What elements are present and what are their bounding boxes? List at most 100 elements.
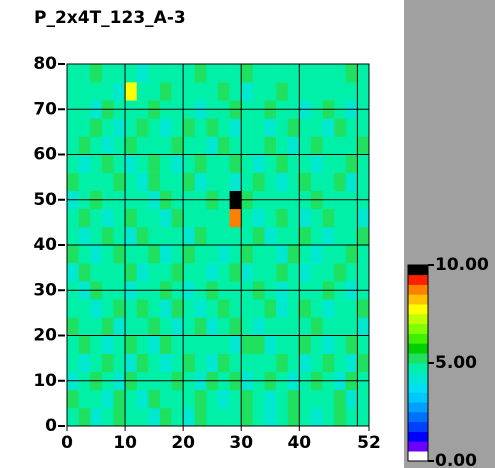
heatmap-cell (229, 136, 242, 155)
heatmap-cell (90, 226, 103, 246)
heatmap-cell (276, 335, 288, 354)
heatmap-cell (194, 335, 207, 354)
y-tick-label: 80 (33, 54, 57, 74)
heatmap-cell (194, 64, 207, 83)
heatmap-cell (194, 118, 207, 137)
heatmap-cell (78, 154, 91, 173)
heatmap-cell (264, 317, 277, 336)
heatmap-cell (90, 317, 103, 336)
heatmap-cell (218, 263, 230, 282)
heatmap-cell (264, 136, 277, 155)
heatmap-cell (276, 118, 288, 137)
heatmap-cell (171, 299, 184, 318)
heatmap-cell (276, 407, 288, 427)
heatmap-cell (287, 226, 300, 246)
heatmap-cell (334, 172, 347, 191)
colorbar-segment (408, 402, 428, 413)
heatmap-cell (299, 154, 312, 173)
heatmap-cell (136, 82, 149, 101)
heatmap-cell (229, 317, 242, 336)
heatmap-cell (345, 64, 358, 83)
heatmap-cell (183, 389, 196, 409)
heatmap-cell (148, 299, 161, 318)
heatmap-cell (136, 118, 149, 137)
heatmap-cell (264, 82, 277, 101)
heatmap-cell (299, 82, 312, 101)
heatmap-cell (171, 208, 184, 228)
heatmap-cell (90, 389, 103, 409)
heatmap-cell (113, 118, 126, 137)
heatmap-cell (345, 317, 358, 336)
heatmap-cell (310, 64, 323, 83)
heatmap-cell (206, 317, 219, 336)
heatmap-cell (310, 317, 323, 336)
heatmap-cell (345, 245, 358, 264)
heatmap-cell (194, 82, 207, 101)
heatmap-cell (101, 226, 114, 246)
heatmap-cell (276, 299, 288, 318)
heatmap-cell (252, 389, 265, 409)
heatmap-cell (287, 335, 300, 354)
heatmap-cell (334, 407, 347, 427)
heatmap-cell (241, 263, 254, 282)
heatmap-cell (113, 317, 126, 336)
heatmap-cell (148, 407, 161, 427)
heatmap-cell (334, 245, 347, 264)
heatmap-cell (252, 335, 265, 354)
heatmap-cell (194, 317, 207, 336)
heatmap-cell (276, 172, 288, 191)
heatmap-cell (299, 389, 312, 409)
heatmap-cell (159, 82, 172, 101)
heatmap-cell (183, 172, 196, 191)
heatmap-cell (299, 407, 312, 427)
heatmap-cell (345, 299, 358, 318)
heatmap-cell (287, 172, 300, 191)
heatmap-cell (264, 407, 277, 427)
heatmap-cell (101, 335, 114, 354)
heatmap-cell (229, 226, 242, 246)
heatmap-cell (206, 389, 219, 409)
heatmap-cell (229, 353, 242, 372)
heatmap-cell (67, 353, 79, 372)
heatmap-cell (78, 172, 91, 191)
heatmap-cell (101, 136, 114, 155)
heatmap-cell (334, 154, 347, 173)
heatmap-cell (241, 82, 254, 101)
heatmap-cell (264, 226, 277, 246)
heatmap-cell (299, 136, 312, 155)
heatmap-cell (148, 226, 161, 246)
heatmap-cell (206, 407, 219, 427)
heatmap-cell (334, 226, 347, 246)
heatmap-cell (125, 245, 137, 264)
heatmap-cell (345, 172, 358, 191)
heatmap-cell (310, 136, 323, 155)
heatmap-cell (276, 82, 288, 101)
heatmap-cell (357, 208, 370, 228)
heatmap-cell (241, 245, 254, 264)
heatmap-cell (113, 263, 126, 282)
colorbar-segment (408, 353, 428, 364)
heatmap-cell (218, 353, 230, 372)
heatmap-cell (310, 172, 323, 191)
y-tick-label: 30 (33, 280, 57, 300)
heatmap-cell (78, 317, 91, 336)
heatmap-cell (310, 407, 323, 427)
heatmap-cell (264, 299, 277, 318)
heatmap-cell (171, 263, 184, 282)
axes: 0 10 20 30 40 50 60 70 80 0 10 20 30 40 52 0.00 5.00 10.0… (33, 54, 489, 468)
heatmap-cell (101, 353, 114, 372)
heatmap-cell (171, 407, 184, 427)
heatmap-cell (136, 208, 149, 228)
colorbar-segment (408, 304, 428, 315)
heatmap-cell (67, 136, 79, 155)
heatmap-cell (125, 82, 137, 101)
heatmap-cell (345, 136, 358, 155)
heatmap-cell (334, 118, 347, 137)
heatmap-cell (345, 389, 358, 409)
heatmap-cell (78, 64, 91, 83)
heatmap-cell (194, 389, 207, 409)
heatmap-cell (206, 172, 219, 191)
heatmap-cell (357, 118, 370, 137)
heatmap-cell (299, 208, 312, 228)
heatmap-cell (264, 172, 277, 191)
